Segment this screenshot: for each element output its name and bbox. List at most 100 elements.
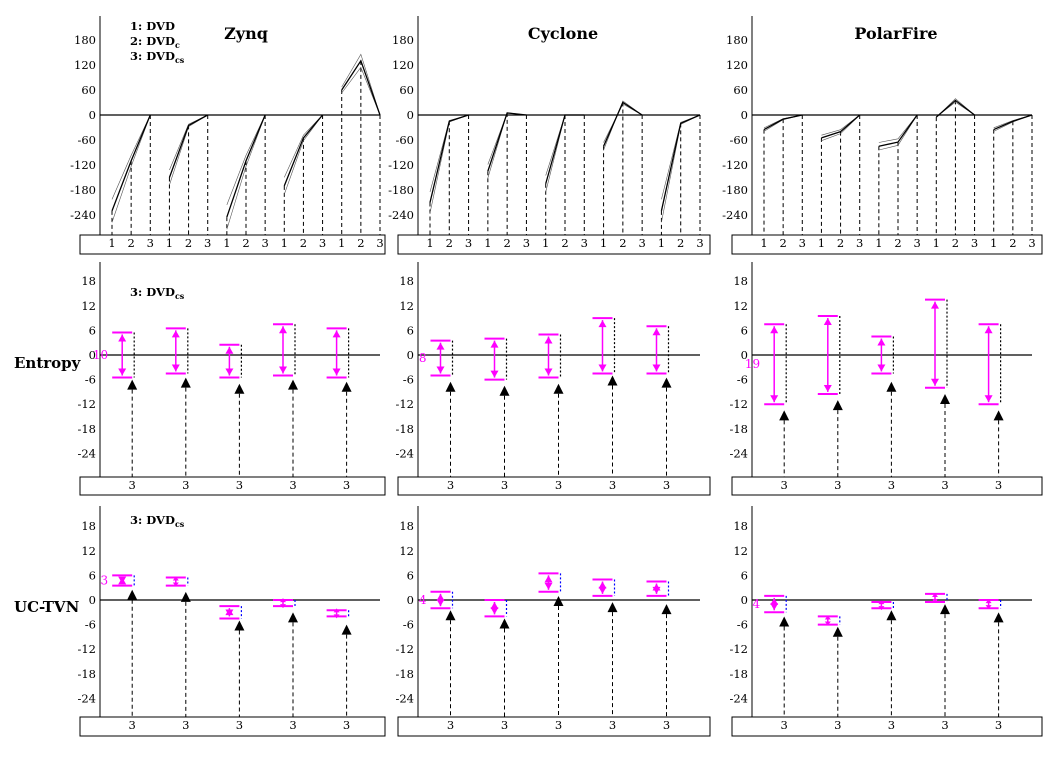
magnitude-label: 4 (419, 593, 427, 607)
range-arrowhead-up (931, 301, 939, 309)
reference-arrow (180, 377, 191, 388)
range-arrowhead-up (333, 608, 340, 613)
magnitude-label: 8 (419, 351, 427, 365)
y-tick-label: -18 (395, 667, 414, 681)
x-tick-label: 2 (894, 236, 901, 250)
x-tick-label: 3 (856, 236, 863, 250)
errorbar-group: 3 (978, 599, 1004, 732)
y-tick-label: -12 (395, 397, 414, 411)
range-arrowhead-down (985, 605, 992, 610)
dvd-trace-envelope (111, 114, 151, 200)
x-tick-label: 1 (108, 236, 115, 250)
errorbar-group: 3 (484, 337, 510, 492)
legend-item-dvd-cs-entropy: 3: DVDcs (130, 285, 185, 301)
range-arrowhead-up (878, 600, 885, 605)
errorbar-group: 3 (219, 343, 245, 492)
x-tick-label: 3 (501, 478, 508, 492)
dvd-trace (878, 114, 918, 147)
reference-arrow (499, 618, 510, 629)
x-tick-label: 3 (182, 478, 189, 492)
reference-arrow (832, 626, 843, 637)
errorbar-group: 3 (326, 327, 352, 492)
range-arrowhead-up (770, 597, 779, 605)
y-tick-label: 60 (81, 83, 96, 97)
y-tick-label: 18 (399, 274, 414, 288)
range-arrowhead-down (544, 368, 553, 376)
reference-arrow (288, 379, 298, 390)
errorbar-group: 3 (925, 298, 950, 492)
y-tick-label: 12 (399, 544, 414, 558)
y-tick-label: -60 (77, 133, 96, 147)
dvd-trace (168, 114, 209, 178)
x-tick-label: 1 (542, 236, 549, 250)
x-tick-label: 2 (503, 236, 510, 250)
y-tick-label: -120 (70, 158, 96, 172)
x-tick-label: 1 (166, 236, 173, 250)
row-label-uc-tvn: UC-TVN (14, 598, 80, 616)
x-tick-label: 2 (952, 236, 959, 250)
y-tick-label: -18 (77, 422, 96, 436)
column-title-polarfire: PolarFire (854, 24, 937, 43)
reference-arrow (886, 381, 897, 392)
y-tick-label: -12 (77, 397, 96, 411)
y-tick-label: -120 (722, 158, 748, 172)
x-tick-label: 3 (319, 236, 326, 250)
range-arrowhead-down (823, 384, 832, 392)
range-arrowhead-down (118, 368, 127, 376)
reference-arrow (127, 589, 138, 600)
dvd-trace (935, 99, 975, 118)
x-tick-label: 3 (799, 236, 806, 250)
legend-top: 1: DVD 2: DVDc 3: DVDcs (130, 19, 185, 65)
x-tick-label: 3 (663, 718, 670, 732)
range-arrowhead-down (598, 364, 607, 372)
errorbar-group: 3 (326, 608, 352, 732)
reference-arrow (607, 602, 618, 613)
x-tick-label: 3 (888, 478, 895, 492)
x-tick-label: 3 (523, 236, 530, 250)
errorbar-group: 34 (753, 594, 790, 732)
range-arrowhead-up (544, 575, 553, 583)
x-tick-label: 1 (600, 236, 607, 250)
y-tick-label: 120 (392, 58, 414, 72)
range-arrowhead-up (279, 326, 287, 334)
y-tick-label: -24 (77, 691, 96, 705)
range-arrowhead-down (225, 368, 234, 376)
range-arrowhead-up (544, 336, 553, 344)
range-arrowhead-up (985, 599, 992, 604)
y-tick-label: 0 (407, 108, 414, 122)
errorbar-group: 3 (978, 323, 1004, 492)
reference-arrow (779, 410, 790, 421)
x-tick-label: 3 (888, 718, 895, 732)
x-tick-label: 2 (561, 236, 568, 250)
x-tick-label: 2 (300, 236, 307, 250)
x-tick-label: 1 (760, 236, 767, 250)
y-tick-label: 6 (89, 568, 96, 582)
x-tick-label: 2 (446, 236, 453, 250)
reference-arrow (445, 381, 456, 392)
reference-arrow (661, 377, 672, 388)
legend-item-dvd-cs-uc-tvn: 3: DVDcs (130, 513, 185, 529)
y-tick-label: 180 (392, 33, 414, 47)
x-tick-label: 3 (834, 478, 841, 492)
reference-arrow (234, 620, 245, 631)
x-tick-label: 3 (555, 478, 562, 492)
y-tick-label: -12 (729, 642, 748, 656)
range-arrowhead-down (280, 604, 286, 609)
x-tick-label: 2 (127, 236, 134, 250)
y-tick-label: -18 (729, 667, 748, 681)
x-tick-label: 3 (465, 236, 472, 250)
x-tick-label: 3 (1028, 236, 1035, 250)
x-tick-label: 3 (995, 718, 1002, 732)
range-arrowhead-up (490, 340, 499, 348)
x-tick-label: 1 (281, 236, 288, 250)
x-tick-label: 3 (204, 236, 211, 250)
errorbar-group: 34 (419, 590, 456, 732)
y-tick-label: -18 (729, 422, 748, 436)
dvd-trace (226, 114, 266, 218)
